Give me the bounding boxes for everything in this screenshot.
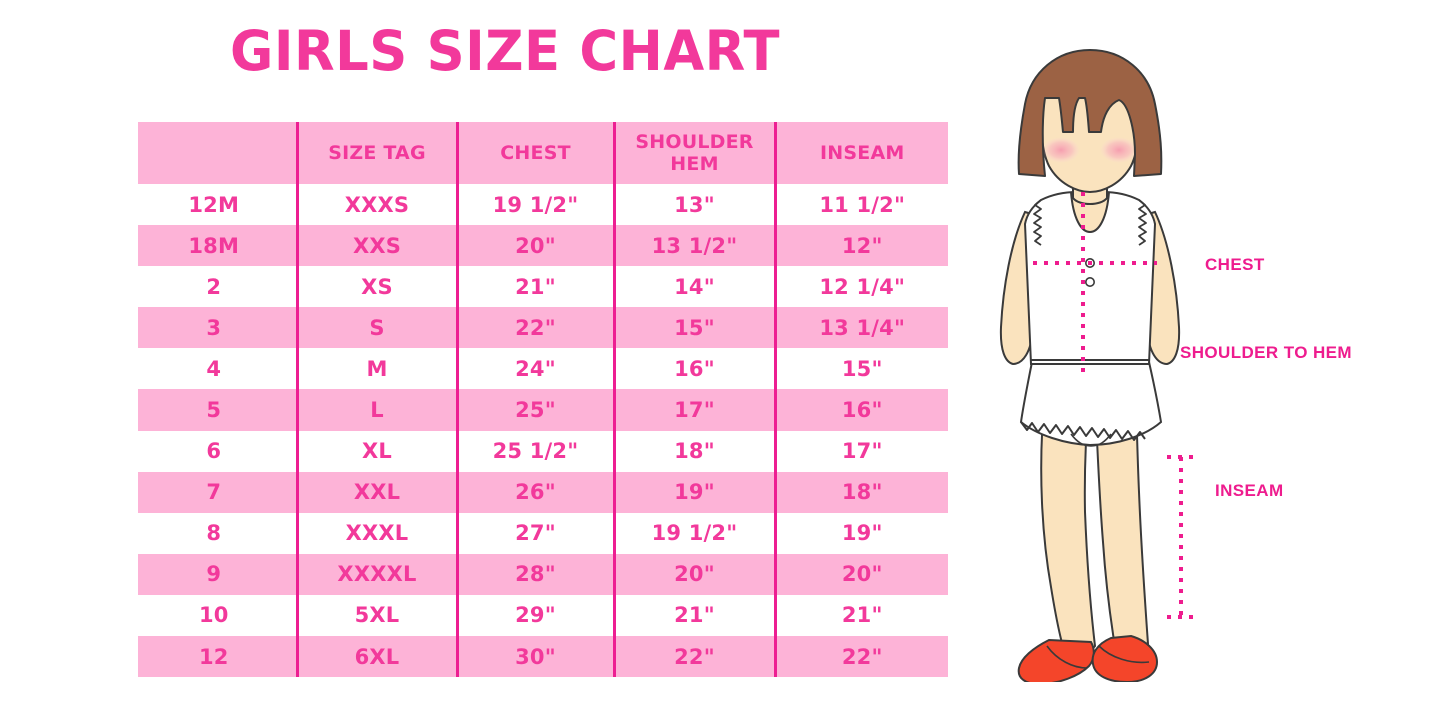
table-header-row: SIZE TAG CHEST SHOULDER HEM INSEAM: [138, 122, 948, 184]
table-row: 4 M 24" 16" 15": [138, 348, 948, 390]
blush-left: [1042, 137, 1080, 163]
cell-chest: 29": [455, 594, 614, 637]
cell-size-tag: S: [295, 307, 457, 349]
cell-size-tag: XXXS: [295, 184, 457, 226]
cell-chest: 22": [455, 307, 614, 349]
cell-size: 9: [138, 553, 297, 595]
size-chart-table: SIZE TAG CHEST SHOULDER HEM INSEAM 12M XX…: [138, 122, 948, 678]
cell-size-tag: L: [295, 389, 457, 431]
cell-shoulder-hem: 16": [612, 348, 775, 390]
cell-size: 10: [138, 594, 297, 637]
cell-inseam: 13 1/4": [773, 307, 948, 349]
cell-inseam: 18": [773, 471, 948, 513]
table-row: 12 6XL 30" 22" 22": [138, 636, 948, 678]
button-lower: [1085, 277, 1096, 288]
cell-shoulder-hem: 15": [612, 307, 775, 349]
cell-inseam: 17": [773, 430, 948, 472]
cell-shoulder-hem: 13": [612, 184, 775, 226]
cell-size: 5: [138, 389, 297, 431]
cell-shoulder-hem: 17": [612, 389, 775, 431]
cell-size-tag: 5XL: [295, 594, 457, 637]
cell-size: 18M: [138, 225, 297, 267]
cell-chest: 25": [455, 389, 614, 431]
cell-size: 8: [138, 512, 297, 554]
cell-chest: 26": [455, 471, 614, 513]
table-row: 12M XXXS 19 1/2" 13" 11 1/2": [138, 184, 948, 226]
column-header-chest: CHEST: [455, 122, 614, 184]
cell-shoulder-hem: 20": [612, 553, 775, 595]
cell-size-tag: XS: [295, 266, 457, 308]
table-row: 8 XXXL 27" 19 1/2" 19": [138, 512, 948, 554]
cell-chest: 27": [455, 512, 614, 554]
cell-size-tag: XXL: [295, 471, 457, 513]
table-row: 7 XXL 26" 19" 18": [138, 471, 948, 513]
cell-size: 4: [138, 348, 297, 390]
cell-size-tag: XXXL: [295, 512, 457, 554]
page-title: GIRLS SIZE CHART: [230, 19, 780, 83]
column-header-inseam: INSEAM: [773, 122, 948, 184]
table-row: 6 XL 25 1/2" 18" 17": [138, 430, 948, 472]
cell-inseam: 16": [773, 389, 948, 431]
cell-shoulder-hem: 19": [612, 471, 775, 513]
cell-size: 12M: [138, 184, 297, 226]
column-header-size: [138, 122, 297, 184]
cell-size-tag: XL: [295, 430, 457, 472]
cell-chest: 28": [455, 553, 614, 595]
cell-inseam: 19": [773, 512, 948, 554]
cell-inseam: 12 1/4": [773, 266, 948, 308]
cell-shoulder-hem: 18": [612, 430, 775, 472]
label-chest: CHEST: [1205, 255, 1265, 274]
cell-shoulder-hem: 22": [612, 636, 775, 678]
cell-chest: 24": [455, 348, 614, 390]
table-row: 10 5XL 29" 21" 21": [138, 594, 948, 637]
table-body: 12M XXXS 19 1/2" 13" 11 1/2" 18M XXS 20" 13 1/2"…: [138, 184, 948, 678]
blush-right: [1100, 137, 1138, 163]
label-inseam: INSEAM: [1215, 481, 1284, 500]
table-row: 9 XXXXL 28" 20" 20": [138, 553, 948, 595]
girl-figure-illustration: [985, 42, 1240, 682]
sleeveless-top: [1023, 191, 1157, 365]
cell-size: 2: [138, 266, 297, 308]
cell-size: 12: [138, 636, 297, 678]
column-header-shoulder-hem: SHOULDER HEM: [612, 122, 775, 184]
cell-size-tag: XXS: [295, 225, 457, 267]
hair: [1017, 49, 1163, 177]
cell-size-tag: 6XL: [295, 636, 457, 678]
table-row: 2 XS 21" 14" 12 1/4": [138, 266, 948, 308]
cell-inseam: 21": [773, 594, 948, 637]
cell-inseam: 22": [773, 636, 948, 678]
label-shoulder-to-hem: SHOULDER TO HEM: [1180, 343, 1352, 362]
cell-chest: 19 1/2": [455, 184, 614, 226]
cell-inseam: 11 1/2": [773, 184, 948, 226]
cell-size: 3: [138, 307, 297, 349]
cell-shoulder-hem: 21": [612, 594, 775, 637]
ruffled-bloomers: [1019, 361, 1163, 447]
cell-chest: 20": [455, 225, 614, 267]
cell-size-tag: XXXXL: [295, 553, 457, 595]
table-row: 3 S 22" 15" 13 1/4": [138, 307, 948, 349]
cell-shoulder-hem: 13 1/2": [612, 225, 775, 267]
cell-chest: 30": [455, 636, 614, 678]
cell-inseam: 15": [773, 348, 948, 390]
table-row: 5 L 25" 17" 16": [138, 389, 948, 431]
cell-size: 6: [138, 430, 297, 472]
cell-shoulder-hem: 19 1/2": [612, 512, 775, 554]
cell-size: 7: [138, 471, 297, 513]
cell-inseam: 20": [773, 553, 948, 595]
legs: [1040, 393, 1150, 654]
cell-inseam: 12": [773, 225, 948, 267]
cell-chest: 25 1/2": [455, 430, 614, 472]
column-header-size-tag: SIZE TAG: [295, 122, 457, 184]
table-row: 18M XXS 20" 13 1/2" 12": [138, 225, 948, 267]
cell-size-tag: M: [295, 348, 457, 390]
cell-chest: 21": [455, 266, 614, 308]
table-header: SIZE TAG CHEST SHOULDER HEM INSEAM: [138, 122, 948, 184]
cell-shoulder-hem: 14": [612, 266, 775, 308]
shoes: [1017, 634, 1159, 682]
